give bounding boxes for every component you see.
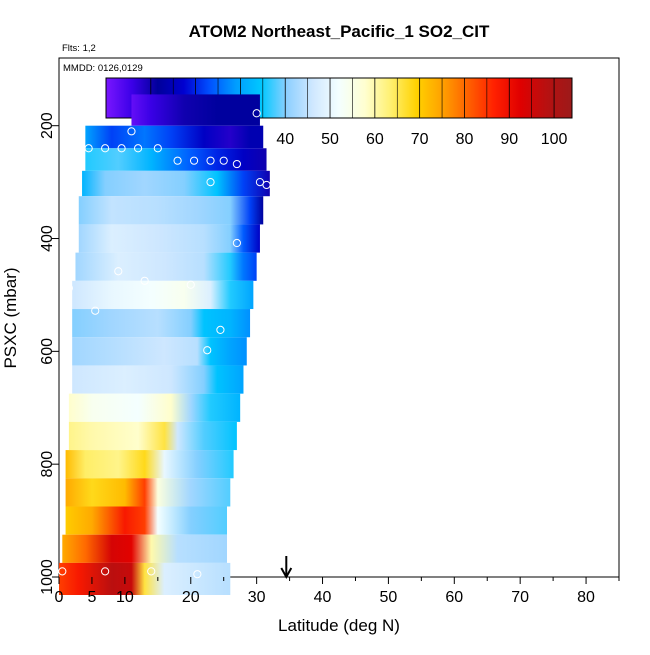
- plot-frame: [58, 57, 620, 578]
- observation-point: [127, 127, 136, 136]
- heatmap-row: [72, 309, 251, 338]
- observation-point: [232, 238, 241, 248]
- colorbar-tick-label: 40: [276, 131, 294, 148]
- observation-point: [117, 144, 126, 153]
- heatmap-row: [65, 506, 228, 535]
- x-tick-label: 80: [577, 589, 595, 606]
- x-tick-label: 20: [182, 589, 200, 606]
- x-tick-label: 60: [445, 589, 463, 606]
- heatmap-row: [59, 562, 231, 595]
- heatmap-row: [72, 280, 254, 310]
- observation-point: [153, 144, 162, 153]
- heatmap-row: [68, 421, 237, 451]
- x-tick-label: 70: [511, 589, 529, 606]
- observation-point: [147, 567, 156, 576]
- observation-point: [114, 267, 123, 276]
- x-tick-label: 40: [314, 589, 332, 606]
- observation-points: [58, 109, 271, 579]
- colorbar-tick-label: 90: [500, 131, 518, 148]
- observation-point: [206, 178, 215, 187]
- heatmap-row: [85, 125, 264, 149]
- observation-point: [232, 159, 241, 169]
- colorbar-tick-label: 100: [541, 131, 568, 148]
- dates-annotation: MMDD: 0126,0129: [63, 63, 143, 74]
- colorbar-tick-label: 50: [321, 131, 339, 148]
- observation-point: [203, 346, 212, 355]
- x-axis-label: Latitude (deg N): [278, 616, 400, 635]
- y-tick-label: 800: [39, 451, 56, 478]
- observation-point: [91, 306, 100, 315]
- x-tick-label: 30: [248, 589, 266, 606]
- heatmap-row: [72, 365, 244, 394]
- heatmap-row: [82, 170, 270, 197]
- observation-point: [216, 325, 225, 335]
- observation-point: [252, 109, 261, 118]
- heatmap-row: [72, 337, 247, 366]
- y-tick-label: 400: [39, 225, 56, 252]
- observation-point: [193, 570, 202, 579]
- observation-point: [84, 144, 93, 153]
- heatmap-row: [75, 252, 257, 281]
- y-tick-label: 600: [39, 338, 56, 365]
- observation-point: [101, 144, 110, 153]
- chart-title: ATOM2 Northeast_Pacific_1 SO2_CIT: [189, 22, 490, 41]
- heatmap-cells: [59, 94, 270, 595]
- observation-point: [133, 144, 143, 153]
- x-tick-label: 50: [380, 589, 398, 606]
- observation-point: [219, 156, 228, 165]
- observation-point: [140, 276, 149, 285]
- heatmap-row: [65, 478, 231, 507]
- x-tick-label: 0: [55, 589, 64, 606]
- observation-point: [58, 567, 67, 576]
- observation-point: [186, 280, 195, 289]
- heatmap-row: [65, 450, 234, 479]
- observation-point: [189, 156, 199, 165]
- observation-point: [255, 178, 265, 187]
- colorbar-tick-label: 70: [411, 131, 429, 148]
- heatmap-row: [85, 148, 267, 171]
- x-tick-label: 10: [116, 589, 134, 606]
- latitude-marker-arrow: [280, 556, 293, 580]
- y-axis: 200 400 600 800 1000: [39, 112, 59, 595]
- colorbar-tick-label: 80: [456, 131, 474, 148]
- heatmap-row: [62, 534, 228, 563]
- heatmap-row: [131, 94, 260, 126]
- colorbar-tick-label: 60: [366, 131, 384, 148]
- x-tick-label: 5: [87, 589, 96, 606]
- y-tick-label: 1000: [39, 559, 56, 595]
- heatmap-row: [68, 393, 241, 422]
- y-axis-label: PSXC (mbar): [1, 267, 20, 368]
- observation-point: [206, 156, 215, 165]
- observation-point: [262, 180, 271, 190]
- observation-point: [173, 156, 182, 165]
- observation-point: [64, 284, 73, 293]
- y-tick-label: 200: [39, 112, 56, 139]
- observation-point: [101, 567, 110, 576]
- heatmap-row: [78, 224, 260, 253]
- flights-annotation: Flts: 1,2: [62, 43, 96, 54]
- x-axis: 0 5 10 20 30 40 50 60 70 80: [55, 577, 620, 606]
- heatmap-row: [78, 196, 264, 225]
- marker-head: [280, 567, 293, 580]
